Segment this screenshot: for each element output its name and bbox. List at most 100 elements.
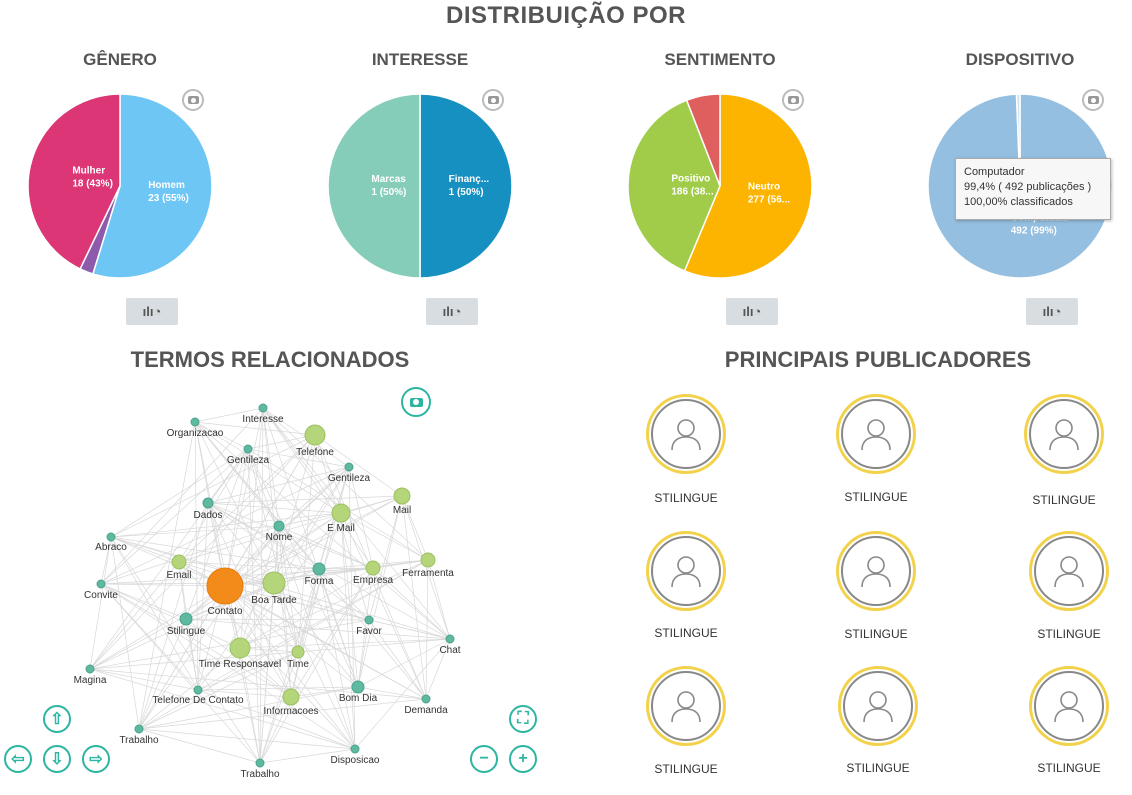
network-edge bbox=[278, 525, 299, 653]
network-node[interactable] bbox=[331, 503, 351, 523]
publisher-card[interactable]: STILINGUE bbox=[1014, 666, 1124, 775]
avatar[interactable] bbox=[836, 531, 916, 611]
network-node-label: Contato bbox=[207, 606, 242, 617]
pie-slice-negativo[interactable] bbox=[685, 93, 721, 187]
fit-view-button[interactable]: ⛶ bbox=[509, 705, 537, 733]
network-node[interactable] bbox=[420, 552, 436, 568]
tooltip-line1: 99,4% ( 492 publicações ) bbox=[964, 181, 1092, 193]
publisher-name: STILINGUE bbox=[654, 626, 718, 640]
network-node[interactable] bbox=[344, 462, 354, 472]
avatar[interactable] bbox=[1029, 531, 1109, 611]
publisher-card[interactable]: STILINGUE bbox=[821, 394, 931, 504]
camera-icon[interactable] bbox=[401, 387, 431, 417]
network-node[interactable] bbox=[258, 403, 268, 413]
network-node-label: Informacoes bbox=[263, 706, 318, 717]
pie-slice-label: Finanç... bbox=[449, 174, 490, 185]
network-edge bbox=[197, 502, 209, 691]
network-node[interactable] bbox=[171, 554, 187, 570]
network-edge bbox=[207, 502, 342, 514]
network-node[interactable] bbox=[421, 694, 431, 704]
network-node[interactable] bbox=[179, 612, 193, 626]
pie-slice-neutro[interactable] bbox=[683, 93, 813, 279]
avatar[interactable] bbox=[646, 666, 726, 746]
camera-icon[interactable] bbox=[482, 89, 504, 111]
network-edge bbox=[273, 559, 429, 584]
pie-chart-sentimento[interactable]: Neutro 277 (56... Positivo 186 (38... bbox=[620, 86, 820, 286]
network-node[interactable] bbox=[365, 560, 381, 576]
related-terms-title: TERMOS RELACIONADOS bbox=[130, 347, 410, 372]
chart-type-switch-button[interactable]: ılı◔ bbox=[426, 298, 478, 325]
avatar[interactable] bbox=[1024, 394, 1104, 474]
avatar[interactable] bbox=[646, 531, 726, 611]
pie-chart-interesse[interactable]: Finanç... 1 (50%) Marcas 1 (50%) bbox=[320, 86, 520, 286]
network-node[interactable] bbox=[229, 637, 251, 659]
pie-slice-homem[interactable] bbox=[91, 93, 213, 279]
publisher-card[interactable]: STILINGUE bbox=[1009, 394, 1119, 507]
user-icon bbox=[1054, 556, 1084, 588]
network-node[interactable] bbox=[445, 634, 455, 644]
chart-type-switch-button[interactable]: ılı◔ bbox=[726, 298, 778, 325]
pie-slice-finanças[interactable] bbox=[419, 93, 513, 279]
network-node[interactable] bbox=[304, 424, 326, 446]
pan-right-button[interactable]: ⇨ bbox=[82, 745, 110, 773]
network-node[interactable] bbox=[85, 664, 95, 674]
network-edge bbox=[194, 421, 199, 691]
network-edge bbox=[273, 582, 359, 688]
related-terms-network[interactable]: Interesse Organizacao Telefone Gentileza Gen… bbox=[0, 385, 470, 785]
network-node-label: Time bbox=[287, 659, 309, 670]
pan-left-button[interactable]: ⇦ bbox=[4, 745, 32, 773]
pan-up-button[interactable]: ⇧ bbox=[43, 705, 71, 733]
publisher-card[interactable]: STILINGUE bbox=[631, 394, 741, 505]
avatar[interactable] bbox=[836, 394, 916, 474]
pie-slice-positivo[interactable] bbox=[627, 99, 721, 272]
arrow-left-icon: ⇦ bbox=[11, 751, 25, 768]
network-node[interactable] bbox=[393, 487, 411, 505]
zoom-in-button[interactable]: + bbox=[509, 745, 537, 773]
network-edge bbox=[259, 748, 356, 764]
network-node[interactable] bbox=[273, 520, 285, 532]
network-node[interactable] bbox=[312, 562, 326, 576]
network-node[interactable] bbox=[262, 571, 286, 595]
avatar[interactable] bbox=[1029, 666, 1109, 746]
pie-title-genero: GÊNERO bbox=[83, 50, 157, 69]
pie-slice-mulher[interactable] bbox=[27, 93, 121, 270]
pie-slice-marcas[interactable] bbox=[327, 93, 421, 279]
camera-icon[interactable] bbox=[182, 89, 204, 111]
zoom-out-button[interactable]: − bbox=[470, 745, 498, 773]
pan-down-button[interactable]: ⇩ bbox=[43, 745, 71, 773]
pie-slice-value: 23 (55%) bbox=[148, 193, 189, 204]
network-node[interactable] bbox=[106, 532, 116, 542]
network-node[interactable] bbox=[364, 615, 374, 625]
chart-type-switch-button[interactable]: ılı◔ bbox=[1026, 298, 1078, 325]
network-node[interactable] bbox=[243, 444, 253, 454]
network-edge bbox=[110, 434, 316, 538]
network-node[interactable] bbox=[96, 579, 106, 589]
network-node[interactable] bbox=[291, 645, 305, 659]
bar-pie-switch-icon: ılı◔ bbox=[1042, 304, 1062, 319]
camera-icon[interactable] bbox=[782, 89, 804, 111]
publisher-card[interactable]: STILINGUE bbox=[631, 531, 741, 640]
network-edge bbox=[340, 512, 429, 561]
network-edge bbox=[138, 728, 261, 764]
camera-icon[interactable] bbox=[1082, 89, 1104, 111]
network-node[interactable] bbox=[206, 567, 244, 605]
network-node[interactable] bbox=[351, 680, 365, 694]
network-node[interactable] bbox=[350, 744, 360, 754]
network-edge bbox=[224, 585, 359, 688]
network-node[interactable] bbox=[282, 688, 300, 706]
user-icon bbox=[671, 419, 701, 451]
network-node[interactable] bbox=[190, 417, 200, 427]
publisher-card[interactable]: STILINGUE bbox=[1014, 531, 1124, 641]
network-node[interactable] bbox=[255, 758, 265, 768]
avatar[interactable] bbox=[646, 394, 726, 474]
avatar[interactable] bbox=[838, 666, 918, 746]
network-node[interactable] bbox=[193, 685, 203, 695]
pie-chart-genero[interactable]: Homem 23 (55%) Mulher 18 (43%) bbox=[20, 86, 220, 286]
network-node[interactable] bbox=[202, 497, 214, 509]
publisher-card[interactable]: STILINGUE bbox=[631, 666, 741, 776]
publisher-card[interactable]: STILINGUE bbox=[821, 531, 931, 641]
network-edge bbox=[259, 567, 374, 764]
network-node[interactable] bbox=[134, 724, 144, 734]
publisher-card[interactable]: STILINGUE bbox=[823, 666, 933, 775]
chart-type-switch-button[interactable]: ılı◔ bbox=[126, 298, 178, 325]
